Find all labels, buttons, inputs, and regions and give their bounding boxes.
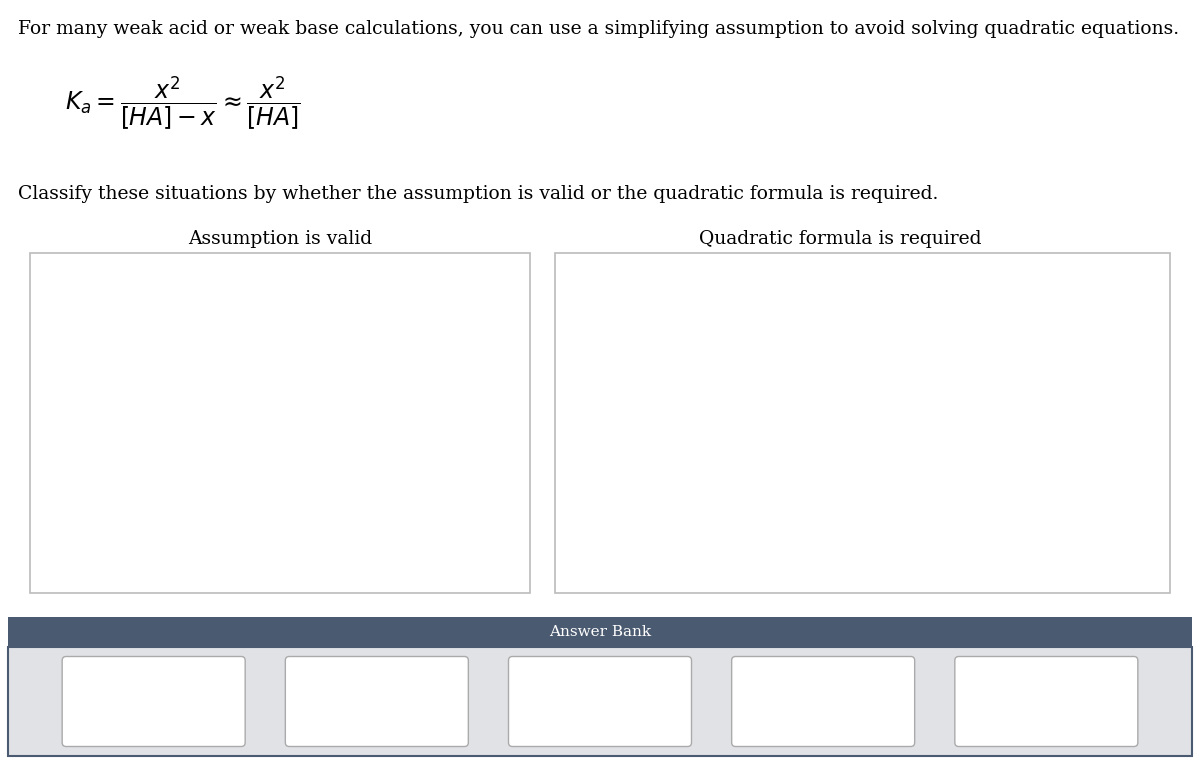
Text: [HA] = 0.005 M: [HA] = 0.005 M [982,679,1111,696]
FancyBboxPatch shape [8,617,1192,647]
FancyBboxPatch shape [62,656,245,746]
Text: [HA] = 1 M: [HA] = 1 M [330,679,424,696]
FancyBboxPatch shape [955,656,1138,746]
Text: Quadratic formula is required: Quadratic formula is required [698,230,982,248]
Text: $K_a = 1 \times 10^{-4}$: $K_a = 1 \times 10^{-4}$ [101,707,206,729]
FancyBboxPatch shape [8,647,1192,756]
Text: Answer Bank: Answer Bank [548,625,652,639]
Text: [HA] = 0.005 M: [HA] = 0.005 M [758,679,888,696]
FancyBboxPatch shape [286,656,468,746]
FancyBboxPatch shape [509,656,691,746]
FancyBboxPatch shape [732,656,914,746]
Text: $K_a = 1 \times 10^{-5}$: $K_a = 1 \times 10^{-5}$ [770,707,876,729]
Text: Assumption is valid: Assumption is valid [188,230,372,248]
Text: $K_a = 1 \times 10^{-3}$: $K_a = 1 \times 10^{-3}$ [547,707,653,729]
Text: $K_a = 1 \times 10^{-3}$: $K_a = 1 \times 10^{-3}$ [324,707,430,729]
Text: Classify these situations by whether the assumption is valid or the quadratic fo: Classify these situations by whether the… [18,185,938,203]
Text: [HA] = 0.05 M: [HA] = 0.05 M [95,679,214,696]
FancyBboxPatch shape [30,253,530,593]
Text: [HA] = 0.05 M: [HA] = 0.05 M [540,679,660,696]
Text: For many weak acid or weak base calculations, you can use a simplifying assumpti: For many weak acid or weak base calculat… [18,20,1180,38]
FancyBboxPatch shape [554,253,1170,593]
Text: $K_a = \dfrac{x^2}{[HA] - x} \approx \dfrac{x^2}{[HA]}$: $K_a = \dfrac{x^2}{[HA] - x} \approx \df… [65,75,300,132]
Text: $K_a = 1 \times 10^{-4}$: $K_a = 1 \times 10^{-4}$ [994,707,1099,729]
